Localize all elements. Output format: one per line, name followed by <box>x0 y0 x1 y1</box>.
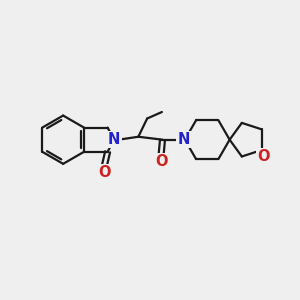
Text: O: O <box>98 166 110 181</box>
Text: O: O <box>257 149 269 164</box>
Text: N: N <box>177 132 190 147</box>
Text: O: O <box>155 154 167 169</box>
Text: N: N <box>108 132 120 147</box>
